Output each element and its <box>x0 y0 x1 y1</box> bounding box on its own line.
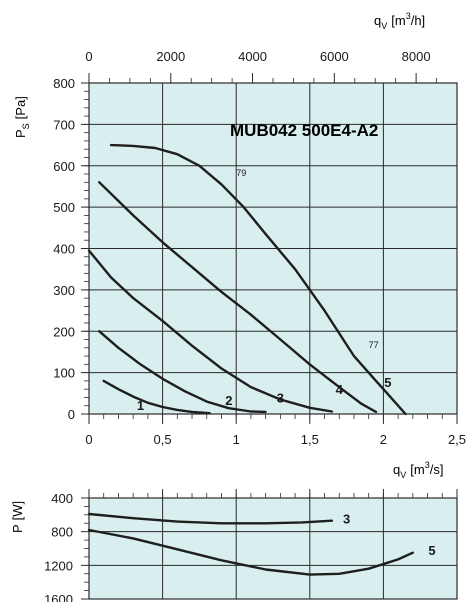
y-tick-label: 400 <box>53 242 75 257</box>
x-tick-label: 2,5 <box>448 432 466 447</box>
pressure-y-unit: [Pa] <box>13 96 28 119</box>
power-plot-area <box>89 498 457 599</box>
top-tick-label: 6000 <box>320 49 349 64</box>
top-tick-label: 8000 <box>402 49 431 64</box>
bottom-axis-unit: [m <box>410 462 424 477</box>
top-axis-end: /h] <box>411 13 425 28</box>
x-tick-label: 0,5 <box>154 432 172 447</box>
x-tick-label: 1,5 <box>301 432 319 447</box>
power-plot-frame <box>88 497 458 600</box>
series-3-label: 3 <box>277 390 284 405</box>
bottom-axis-q: q <box>393 462 400 477</box>
bottom-axis-sub: V <box>400 470 406 480</box>
top-tick-label: 4000 <box>238 49 267 64</box>
power-y-unit: [W] <box>10 501 25 521</box>
top-axis-sub: V <box>381 21 387 31</box>
power-y-p: P <box>10 524 25 533</box>
power-y-axis-label: P [W] <box>10 501 25 533</box>
efficiency-annotation: 79 <box>236 168 246 178</box>
y-tick-label: 800 <box>53 76 75 91</box>
x-tick-label: 2 <box>380 432 387 447</box>
power-series-5-label: 5 <box>428 543 435 558</box>
power-curves: 35 <box>87 511 436 576</box>
top-axis-sup: 3 <box>406 11 411 21</box>
y-tick-label: 100 <box>53 366 75 381</box>
y-tick-label: 500 <box>53 200 75 215</box>
power-y-tick-label: 800 <box>51 525 73 540</box>
series-2-line <box>98 330 267 414</box>
series-3-line <box>87 249 334 413</box>
power-series-3-line <box>87 512 334 525</box>
pressure-plot-frame <box>88 82 458 415</box>
power-series-5-line <box>87 528 414 576</box>
y-tick-label: 600 <box>53 159 75 174</box>
power-series-3-label: 3 <box>343 511 350 526</box>
y-tick-label: 0 <box>68 407 75 422</box>
bottom-axis-title: qV [m3/s] <box>393 460 443 480</box>
power-grid <box>89 498 457 599</box>
pressure-curves: 1 2 3 4 5 79 77 <box>87 143 407 416</box>
top-axis-unit: [m <box>391 13 405 28</box>
series-5-label: 5 <box>384 375 391 390</box>
pressure-y-axis-label: PS [Pa] <box>13 96 31 138</box>
y-tick-label: 300 <box>53 283 75 298</box>
bottom-axis-sup: 3 <box>425 460 430 470</box>
series-1-label: 1 <box>137 398 144 413</box>
power-ticks: 400 800 1200 1600 <box>44 489 458 607</box>
top-axis-title: qV [m3/h] <box>374 11 425 31</box>
series-4-line <box>98 181 378 414</box>
efficiency-annotation: 77 <box>369 340 379 350</box>
series-1-line <box>102 379 211 415</box>
pressure-grid <box>89 83 457 414</box>
bottom-axis-end: /s] <box>430 462 444 477</box>
series-2-label: 2 <box>225 393 232 408</box>
top-tick-label: 0 <box>85 49 92 64</box>
y-tick-label: 700 <box>53 117 75 132</box>
pressure-y-sub: S <box>21 123 31 129</box>
power-y-tick-label: 1600 <box>44 592 73 602</box>
x-tick-label: 0 <box>85 432 92 447</box>
series-4-label: 4 <box>336 382 344 397</box>
x-tick-label: 1 <box>233 432 240 447</box>
top-tick-label: 2000 <box>156 49 185 64</box>
series-5-line <box>109 143 407 416</box>
chart-title: MUB042 500E4-A2 <box>230 121 378 140</box>
y-tick-label: 200 <box>53 324 75 339</box>
power-y-tick-label: 1200 <box>44 558 73 573</box>
power-y-tick-label: 400 <box>51 491 73 506</box>
pressure-y-p: P <box>13 129 28 138</box>
top-axis-q: q <box>374 13 381 28</box>
